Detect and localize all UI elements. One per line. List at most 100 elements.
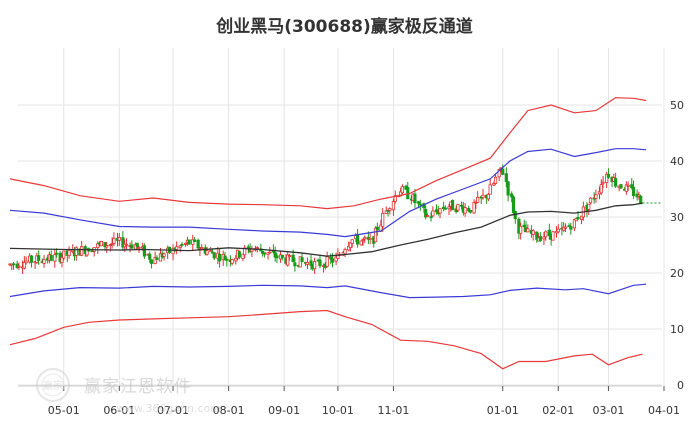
candle-body — [425, 215, 430, 217]
candle-body — [535, 231, 539, 240]
x-tick-label: 07-01 — [157, 404, 189, 417]
candle-body — [291, 254, 295, 262]
candle-body — [456, 204, 460, 211]
candle-body — [601, 181, 605, 184]
candle-body — [11, 263, 16, 266]
candle-body — [99, 240, 103, 247]
candle-body — [429, 216, 433, 219]
candle-body — [192, 239, 197, 242]
candle-body — [356, 234, 360, 245]
candle-body — [497, 168, 501, 178]
candle-body — [531, 230, 535, 235]
candle-body — [334, 256, 338, 262]
candle-body — [488, 184, 492, 195]
x-tick-label: 01-01 — [487, 404, 519, 417]
candle-body — [67, 249, 71, 257]
candle-body — [605, 173, 609, 183]
x-tick-label: 02-01 — [542, 404, 574, 417]
candle-body — [196, 239, 200, 249]
candle-body — [121, 237, 125, 248]
candle-body — [234, 257, 238, 262]
candle-body — [300, 257, 304, 262]
candle-body — [212, 252, 216, 259]
candle-body — [424, 208, 428, 218]
candle-body — [305, 261, 310, 265]
candle-body — [347, 245, 351, 251]
candle-body — [350, 239, 354, 244]
candle-body — [450, 199, 455, 211]
candle-body — [343, 249, 347, 255]
candle-body — [237, 251, 241, 258]
band-outer-lower — [9, 309, 643, 370]
watermark-url: www.360gann.com — [116, 402, 222, 415]
candle-body — [472, 201, 476, 214]
candle-body — [155, 257, 159, 261]
y-tick-label: 20 — [670, 267, 684, 280]
x-tick-label: 04-01 — [648, 404, 680, 417]
candle-body — [124, 243, 129, 246]
candle-body — [162, 253, 166, 257]
candle-body — [135, 242, 139, 248]
candle-body — [467, 208, 471, 212]
candle-body — [631, 186, 636, 196]
y-axis-ticks: 0 10 20 30 40 50 — [670, 99, 684, 392]
candle-body — [510, 193, 514, 198]
x-tick-label: 06-01 — [103, 404, 135, 417]
candle-body — [393, 195, 397, 202]
candle-body — [526, 228, 530, 233]
candle-body — [225, 258, 229, 261]
candle-body — [637, 194, 641, 197]
y-tick-label: 50 — [670, 99, 684, 112]
y-tick-label: 40 — [670, 155, 684, 168]
candle-body — [468, 209, 473, 213]
candle-body — [413, 193, 417, 204]
candle-body — [388, 208, 392, 211]
candle-body — [624, 184, 628, 192]
candle-body — [569, 226, 573, 230]
candle-body — [476, 196, 480, 203]
candle-body — [29, 255, 34, 263]
candle-body — [542, 236, 546, 240]
candle-body — [438, 208, 442, 214]
candle-body — [567, 225, 571, 228]
candle-body — [400, 186, 405, 194]
candle-body — [330, 258, 335, 263]
candle-body — [22, 262, 26, 269]
candle-body — [108, 244, 112, 247]
candle-body — [391, 201, 396, 211]
candle-body — [447, 206, 451, 210]
candle-body — [368, 237, 372, 240]
candle-body — [481, 194, 485, 198]
candle-body — [348, 242, 353, 249]
candle-body — [42, 259, 46, 264]
y-tick-label: 10 — [670, 323, 684, 336]
candle-body — [576, 216, 580, 220]
candle-body — [587, 203, 591, 210]
candle-body — [606, 173, 611, 178]
candle-body — [459, 204, 464, 207]
candle-body — [313, 261, 317, 270]
candle-body — [49, 255, 53, 261]
candle-body — [556, 228, 560, 233]
candle-body — [112, 237, 116, 244]
x-tick-label: 11-01 — [377, 404, 409, 417]
x-tick-label: 10-01 — [322, 404, 354, 417]
candle-body — [183, 242, 188, 245]
candle-body — [626, 184, 630, 187]
band-mid — [9, 202, 643, 257]
candle-body — [522, 224, 526, 228]
candle-body — [375, 226, 379, 231]
candle-body — [504, 173, 508, 182]
candle-body — [579, 215, 584, 221]
candle-body — [325, 256, 329, 267]
candle-body — [599, 184, 603, 194]
watermark: 赢家 赢家江恩软件 www.360gann.com — [30, 368, 221, 415]
candle-body — [205, 250, 209, 255]
x-tick-label: 08-01 — [213, 404, 245, 417]
candle-body — [361, 239, 365, 241]
candle-body — [574, 218, 578, 222]
candle-body — [74, 247, 78, 256]
watermark-logo-text: 赢家 — [43, 379, 63, 392]
candle-body — [200, 247, 204, 250]
